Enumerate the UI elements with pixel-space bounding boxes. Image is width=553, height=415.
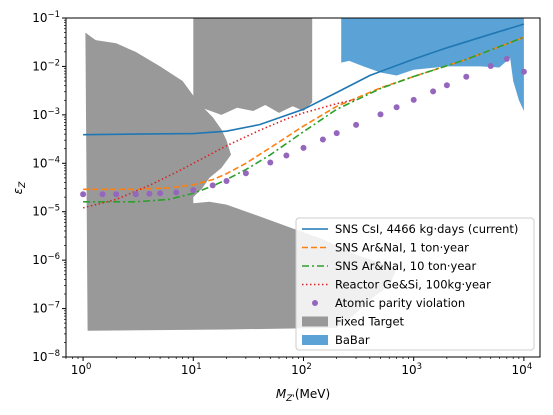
legend-reactor-ge-si-100kg-year: Reactor Ge&Si, 100kg·year <box>302 278 491 292</box>
series-sns-csi-4466-kg-days-current <box>83 23 525 136</box>
apv-point <box>80 191 87 198</box>
apv-point <box>463 73 470 80</box>
apv-point <box>503 55 510 62</box>
legend-fixed-target: Fixed Target <box>302 315 405 329</box>
legend-label: Atomic parity violation <box>335 296 465 310</box>
apv-point <box>223 178 230 184</box>
apv-point <box>377 111 384 118</box>
apv-point <box>283 152 290 159</box>
legend-swatch <box>302 335 328 345</box>
apv-point <box>393 104 400 111</box>
apv-point <box>209 182 216 189</box>
apv-point <box>300 144 307 151</box>
apv-point <box>132 191 139 198</box>
apv-point <box>333 130 340 137</box>
x-axis-label: MZ'(MeV) <box>276 387 330 404</box>
apv-point <box>242 170 249 177</box>
apv-point <box>353 121 360 128</box>
legend-label: Fixed Target <box>335 315 405 329</box>
y-tick-label: 10−6 <box>32 252 60 267</box>
y-tick-label: 10−8 <box>32 349 60 364</box>
x-tick-label: 104 <box>512 362 533 377</box>
legend-sns-csi-4466-kg-days-current: SNS CsI, 4466 kg·days (current) <box>302 222 518 236</box>
x-tick-label: 103 <box>401 362 422 377</box>
legend-babar: BaBar <box>302 333 370 347</box>
y-tick-label: 10−1 <box>32 10 60 25</box>
apv-point <box>113 191 120 198</box>
apv-point <box>190 187 197 194</box>
legend-swatch <box>312 300 318 306</box>
legend-sns-ar-nai-10-ton-year: SNS Ar&NaI, 10 ton·year <box>302 259 476 273</box>
series-sns-ar-nai-10-ton-year <box>83 36 525 203</box>
legend-label: BaBar <box>335 333 370 347</box>
y-tick-label: 10−4 <box>32 155 60 170</box>
series-atomic-parity-violation <box>80 55 527 198</box>
apv-point <box>146 190 153 197</box>
series-reactor-ge-si-100kg-year <box>82 98 357 209</box>
x-tick-label: 101 <box>181 362 202 377</box>
x-tick-label: 100 <box>71 362 92 377</box>
apv-point <box>487 63 494 69</box>
y-tick-label: 10−3 <box>32 107 60 122</box>
legend-swatch <box>302 316 328 327</box>
apv-point <box>410 96 417 103</box>
y-tick-label: 10−5 <box>32 204 60 219</box>
x-tick-label: 102 <box>291 362 312 377</box>
legend-sns-ar-nai-1-ton-year: SNS Ar&NaI, 1 ton·year <box>302 241 469 255</box>
apv-point <box>157 190 164 197</box>
legend-atomic-parity-violation: Atomic parity violation <box>312 296 465 310</box>
y-axis-label: εZ <box>11 181 28 195</box>
apv-point <box>173 189 180 196</box>
apv-point <box>319 136 326 143</box>
legend-label: Reactor Ge&Si, 100kg·year <box>335 278 491 292</box>
region-babar <box>341 18 524 111</box>
y-tick-label: 10−7 <box>32 301 60 316</box>
apv-point <box>520 68 527 75</box>
series-lines <box>80 23 527 209</box>
apv-point <box>99 191 106 198</box>
y-tick-label: 10−2 <box>32 58 60 73</box>
region-fixed-target-upper <box>193 18 313 115</box>
legend: SNS CsI, 4466 kg·days (current) SNS Ar&Na… <box>295 217 535 351</box>
legend-label: SNS CsI, 4466 kg·days (current) <box>335 222 518 236</box>
legend-label: SNS Ar&NaI, 10 ton·year <box>335 259 476 273</box>
apv-point <box>443 82 450 89</box>
y-axis-ticks: 10−8 10−7 10−6 10−5 10−4 10−3 10−2 10−1 <box>32 10 66 364</box>
legend-label: SNS Ar&NaI, 1 ton·year <box>335 241 469 255</box>
apv-point <box>267 159 274 166</box>
apv-point <box>430 88 437 95</box>
x-axis-ticks: 100 101 102 103 104 <box>65 357 533 377</box>
legend-box <box>295 217 535 351</box>
